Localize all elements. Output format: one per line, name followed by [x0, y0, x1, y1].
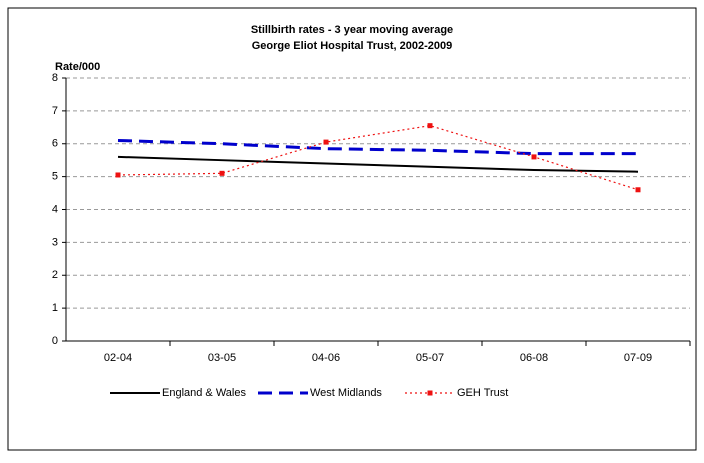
point-marker [427, 123, 433, 129]
series-line [117, 125, 639, 191]
x-tick-label: 06-08 [520, 352, 548, 364]
y-tick-label: 5 [52, 171, 58, 183]
point-marker [531, 154, 537, 160]
chart-subtitle: George Eliot Hospital Trust, 2002-2009 [252, 40, 453, 52]
point-marker [635, 187, 641, 193]
x-tick-label: 03-05 [208, 352, 236, 364]
y-tick-label: 3 [52, 236, 58, 248]
y-tick-label: 4 [52, 203, 58, 215]
y-tick-label: 1 [52, 302, 58, 314]
chart-border [7, 7, 697, 451]
series-line [117, 138, 638, 156]
x-tick-label: 04-06 [312, 352, 340, 364]
point-marker [115, 172, 121, 178]
point-marker [219, 170, 225, 176]
legend-label: GEH Trust [457, 387, 508, 399]
y-tick-label: 0 [52, 335, 58, 347]
y-tick-label: 8 [52, 72, 58, 84]
x-tick-label: 02-04 [104, 352, 132, 364]
y-tick-label: 7 [52, 105, 58, 117]
chart-title: Stillbirth rates - 3 year moving average [251, 24, 453, 36]
x-tick-label: 05-07 [416, 352, 444, 364]
x-tick-label: 07-09 [624, 352, 652, 364]
y-tick-label: 2 [52, 269, 58, 281]
y-tick-label: 6 [52, 138, 58, 150]
legend-label: England & Wales [162, 387, 246, 399]
point-marker [323, 139, 329, 145]
y-axis-label: Rate/000 [55, 61, 100, 73]
legend-label: West Midlands [310, 387, 382, 399]
legend-marker [427, 390, 433, 396]
series-line [117, 155, 639, 173]
